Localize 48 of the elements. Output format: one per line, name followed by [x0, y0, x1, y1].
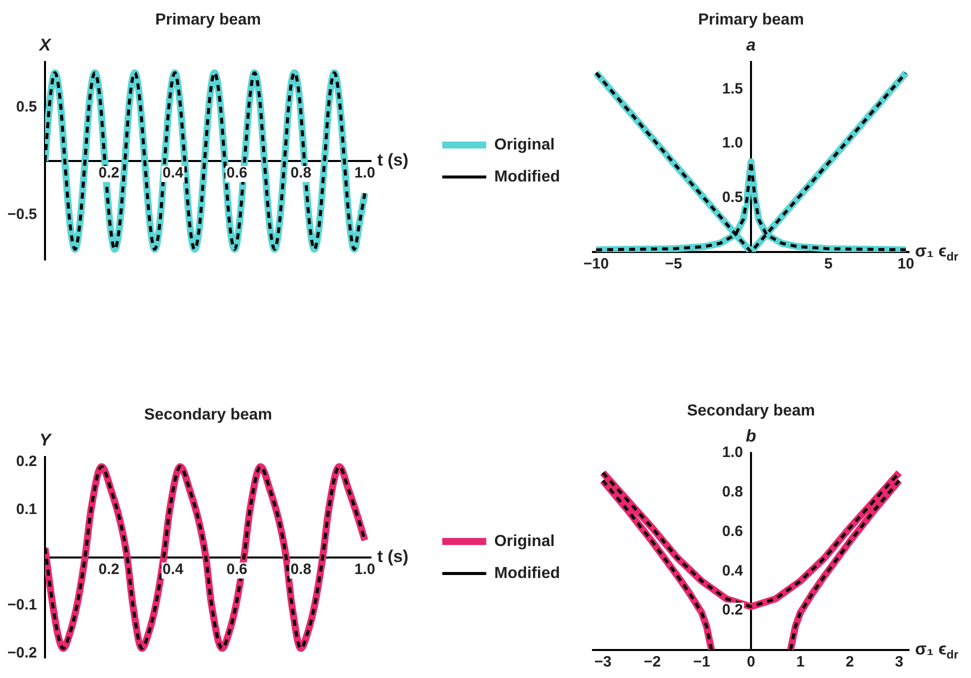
- y-tick-label: 1.5: [722, 80, 743, 98]
- x-tick-label: 3: [894, 654, 904, 671]
- y-tick-label: 1.0: [722, 444, 743, 462]
- y-tick-label: −0.1: [7, 596, 37, 614]
- x-tick-label: 0: [746, 654, 756, 671]
- y-tick-label: 0.1: [16, 500, 37, 518]
- x-tick-label: 0.8: [290, 561, 312, 578]
- y-axis-title: X: [38, 36, 52, 55]
- legend-label: Modified: [494, 168, 560, 186]
- x-tick-label: 10: [898, 256, 914, 273]
- x-tick-label: −5: [664, 256, 682, 273]
- chart-title: Secondary beam: [686, 402, 816, 420]
- x-tick-label: 0.8: [290, 164, 312, 182]
- chart-title: Secondary beam: [144, 406, 272, 424]
- x-tick-label: 1.0: [354, 561, 376, 578]
- x-tick-label: 0.6: [226, 561, 248, 578]
- chart-title: Primary beam: [155, 11, 262, 28]
- y-tick-label: 0.2: [722, 602, 743, 619]
- legend-label: Original: [494, 136, 555, 154]
- chart-title: Primary beam: [698, 11, 804, 28]
- y-tick-label: −0.5: [7, 206, 37, 223]
- x-tick-label: −3: [594, 654, 612, 671]
- y-tick-label: −0.2: [7, 644, 37, 662]
- x-tick-label: 0.4: [162, 561, 184, 578]
- x-axis-title: t (s): [377, 547, 408, 566]
- y-tick-label: 0.8: [722, 484, 743, 501]
- legend-label: Modified: [494, 564, 560, 582]
- x-tick-label: −10: [583, 256, 609, 273]
- y-tick-label: 0.5: [16, 98, 37, 116]
- y-tick-label: 1.0: [722, 134, 743, 152]
- x-tick-label: −1: [693, 654, 710, 671]
- y-tick-label: 0.6: [722, 522, 743, 540]
- y-axis-title: Y: [39, 430, 52, 450]
- x-tick-label: 0.4: [162, 164, 184, 182]
- x-axis-title: t (s): [377, 150, 408, 170]
- y-axis-title: a: [746, 36, 756, 55]
- y-tick-label: 0.2: [16, 452, 37, 470]
- x-tick-label: 0.6: [226, 164, 248, 182]
- x-tick-label: 0.2: [98, 164, 120, 182]
- x-tick-label: 1.0: [354, 164, 376, 182]
- x-tick-label: −2: [644, 654, 661, 671]
- legend-label: Original: [494, 532, 555, 550]
- y-tick-label: 0.5: [722, 188, 743, 206]
- y-axis-title: b: [746, 426, 756, 446]
- x-tick-label: 2: [846, 654, 854, 671]
- x-tick-label: 5: [824, 256, 833, 273]
- x-tick-label: 1: [796, 654, 805, 671]
- x-tick-label: 0.2: [98, 561, 120, 578]
